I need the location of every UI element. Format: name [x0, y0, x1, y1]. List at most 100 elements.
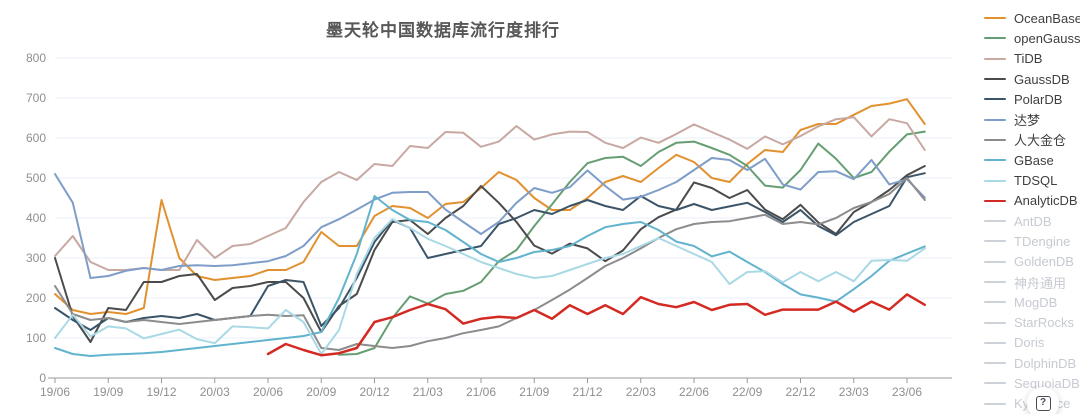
- legend-label: PolarDB: [1014, 91, 1063, 107]
- series-line-gbase: [54, 195, 926, 357]
- legend-swatch-polardb: [984, 98, 1006, 101]
- legend-item-antdb[interactable]: AntDB: [984, 211, 1080, 231]
- legend-label: TDSQL: [1014, 173, 1058, 189]
- x-axis-label: 21/03: [413, 385, 443, 399]
- x-axis-label: 20/03: [200, 385, 230, 399]
- x-axis-label: 21/06: [466, 385, 496, 399]
- legend-item-shentong[interactable]: 神舟通用: [984, 272, 1080, 292]
- legend-label: SequoiaDB: [1014, 375, 1080, 391]
- legend-swatch-shentong: [984, 281, 1006, 283]
- x-axis-label: 20/09: [306, 385, 336, 399]
- series-line-opengauss: [338, 130, 926, 356]
- y-axis-label: 400: [26, 211, 46, 225]
- legend-item-analyticdb[interactable]: AnalyticDB: [984, 191, 1080, 211]
- chart-canvas[interactable]: 0 100 200 300 400 500 600 700 800 19/06 19/09 19/12…: [0, 0, 962, 414]
- legend-label: GBase: [1014, 152, 1054, 168]
- legend-item-gbase[interactable]: GBase: [984, 150, 1080, 170]
- legend-swatch-tdengine: [984, 240, 1006, 243]
- legend: OceanBase openGauss TiDB GaussDB PolarDB 达梦人大…: [984, 8, 1080, 414]
- x-axis-label: 21/12: [572, 385, 602, 399]
- y-axis-label: 300: [26, 251, 46, 265]
- x-axis-label: 19/09: [93, 385, 123, 399]
- legend-swatch-gbase: [984, 159, 1006, 162]
- legend-item-tidb[interactable]: TiDB: [984, 49, 1080, 69]
- legend-item-sequoiadb[interactable]: SequoiaDB: [984, 373, 1080, 393]
- legend-item-oceanbase[interactable]: OceanBase: [984, 8, 1080, 28]
- y-axis-label: 700: [26, 91, 46, 105]
- legend-swatch-renda-jincang: [984, 138, 1006, 141]
- legend-swatch-antdb: [984, 220, 1006, 223]
- series-line-renda-jincang: [54, 177, 926, 351]
- legend-label: DolphinDB: [1014, 355, 1077, 371]
- series-line-analyticdb: [266, 293, 927, 357]
- legend-swatch-doris: [984, 341, 1006, 344]
- legend-swatch-analyticdb: [984, 199, 1006, 202]
- series-line-tdsql: [54, 218, 926, 355]
- legend-item-dameng[interactable]: 达梦: [984, 109, 1080, 129]
- legend-label: StarRocks: [1014, 315, 1074, 331]
- x-axis-label: 22/12: [785, 385, 815, 399]
- x-axis-label: 21/09: [519, 385, 549, 399]
- x-axis-label: 19/12: [146, 385, 176, 399]
- legend-label: GaussDB: [1014, 71, 1070, 87]
- legend-swatch-dolphindb: [984, 362, 1006, 365]
- chart-title: 墨天轮中国数据库流行度排行: [326, 21, 560, 40]
- legend-swatch-goldendb: [984, 260, 1006, 263]
- legend-label: MogDB: [1014, 294, 1058, 310]
- x-axis-label: 20/06: [253, 385, 283, 399]
- y-axis-label: 100: [26, 331, 46, 345]
- legend-swatch-kyligence: [984, 402, 1006, 405]
- legend-swatch-oceanbase: [984, 17, 1006, 20]
- legend-label: 人大金仓: [1014, 133, 1067, 149]
- legend-item-renda-jincang[interactable]: 人大金仓: [984, 130, 1080, 150]
- y-axis-label: 800: [26, 51, 46, 65]
- legend-swatch-opengauss: [984, 37, 1006, 40]
- legend-item-tdengine[interactable]: TDengine: [984, 231, 1080, 251]
- legend-swatch-dameng: [984, 118, 1006, 121]
- series-line-oceanbase: [54, 98, 926, 315]
- legend-swatch-tidb: [984, 57, 1006, 60]
- legend-item-starrocks[interactable]: StarRocks: [984, 312, 1080, 332]
- series-line-tidb: [54, 116, 926, 271]
- legend-label: AntDB: [1014, 213, 1052, 229]
- question-mark-icon: ?: [1035, 395, 1051, 411]
- x-axis-label: 22/09: [732, 385, 762, 399]
- x-axis-label: 23/03: [839, 385, 869, 399]
- y-axis-label: 600: [26, 131, 46, 145]
- legend-label: 神舟通用: [1014, 275, 1067, 291]
- series-line-gaussdb: [54, 165, 926, 343]
- legend-label: AnalyticDB: [1014, 193, 1078, 209]
- legend-swatch-tdsql: [984, 179, 1006, 182]
- series-line-polardb: [54, 172, 926, 331]
- legend-item-gaussdb[interactable]: GaussDB: [984, 69, 1080, 89]
- help-button[interactable]: ?: [1027, 387, 1059, 414]
- legend-item-dolphindb[interactable]: DolphinDB: [984, 353, 1080, 373]
- legend-item-opengauss[interactable]: openGauss: [984, 28, 1080, 48]
- x-axis-label: 22/03: [626, 385, 656, 399]
- legend-swatch-mogdb: [984, 301, 1006, 304]
- legend-label: TiDB: [1014, 51, 1043, 67]
- legend-item-polardb[interactable]: PolarDB: [984, 89, 1080, 109]
- legend-item-doris[interactable]: Doris: [984, 333, 1080, 353]
- legend-label: GoldenDB: [1014, 254, 1074, 270]
- legend-label: openGauss: [1014, 30, 1080, 46]
- legend-item-mogdb[interactable]: MogDB: [984, 292, 1080, 312]
- y-axis-label: 0: [39, 371, 46, 385]
- legend-item-tdsql[interactable]: TDSQL: [984, 170, 1080, 190]
- x-axis-label: 20/12: [359, 385, 389, 399]
- x-axis-label: 23/06: [892, 385, 922, 399]
- x-axis-label: 19/06: [40, 385, 70, 399]
- y-axis-label: 500: [26, 171, 46, 185]
- legend-swatch-starrocks: [984, 321, 1006, 324]
- legend-label: TDengine: [1014, 233, 1071, 249]
- series-line-dameng: [54, 157, 926, 279]
- legend-swatch-sequoiadb: [984, 382, 1006, 385]
- legend-item-goldendb[interactable]: GoldenDB: [984, 252, 1080, 272]
- x-axis-label: 22/06: [679, 385, 709, 399]
- legend-label: OceanBase: [1014, 10, 1080, 26]
- legend-label: 达梦: [1014, 113, 1041, 129]
- y-axis-label: 200: [26, 291, 46, 305]
- legend-label: Doris: [1014, 335, 1045, 351]
- legend-swatch-gaussdb: [984, 78, 1006, 81]
